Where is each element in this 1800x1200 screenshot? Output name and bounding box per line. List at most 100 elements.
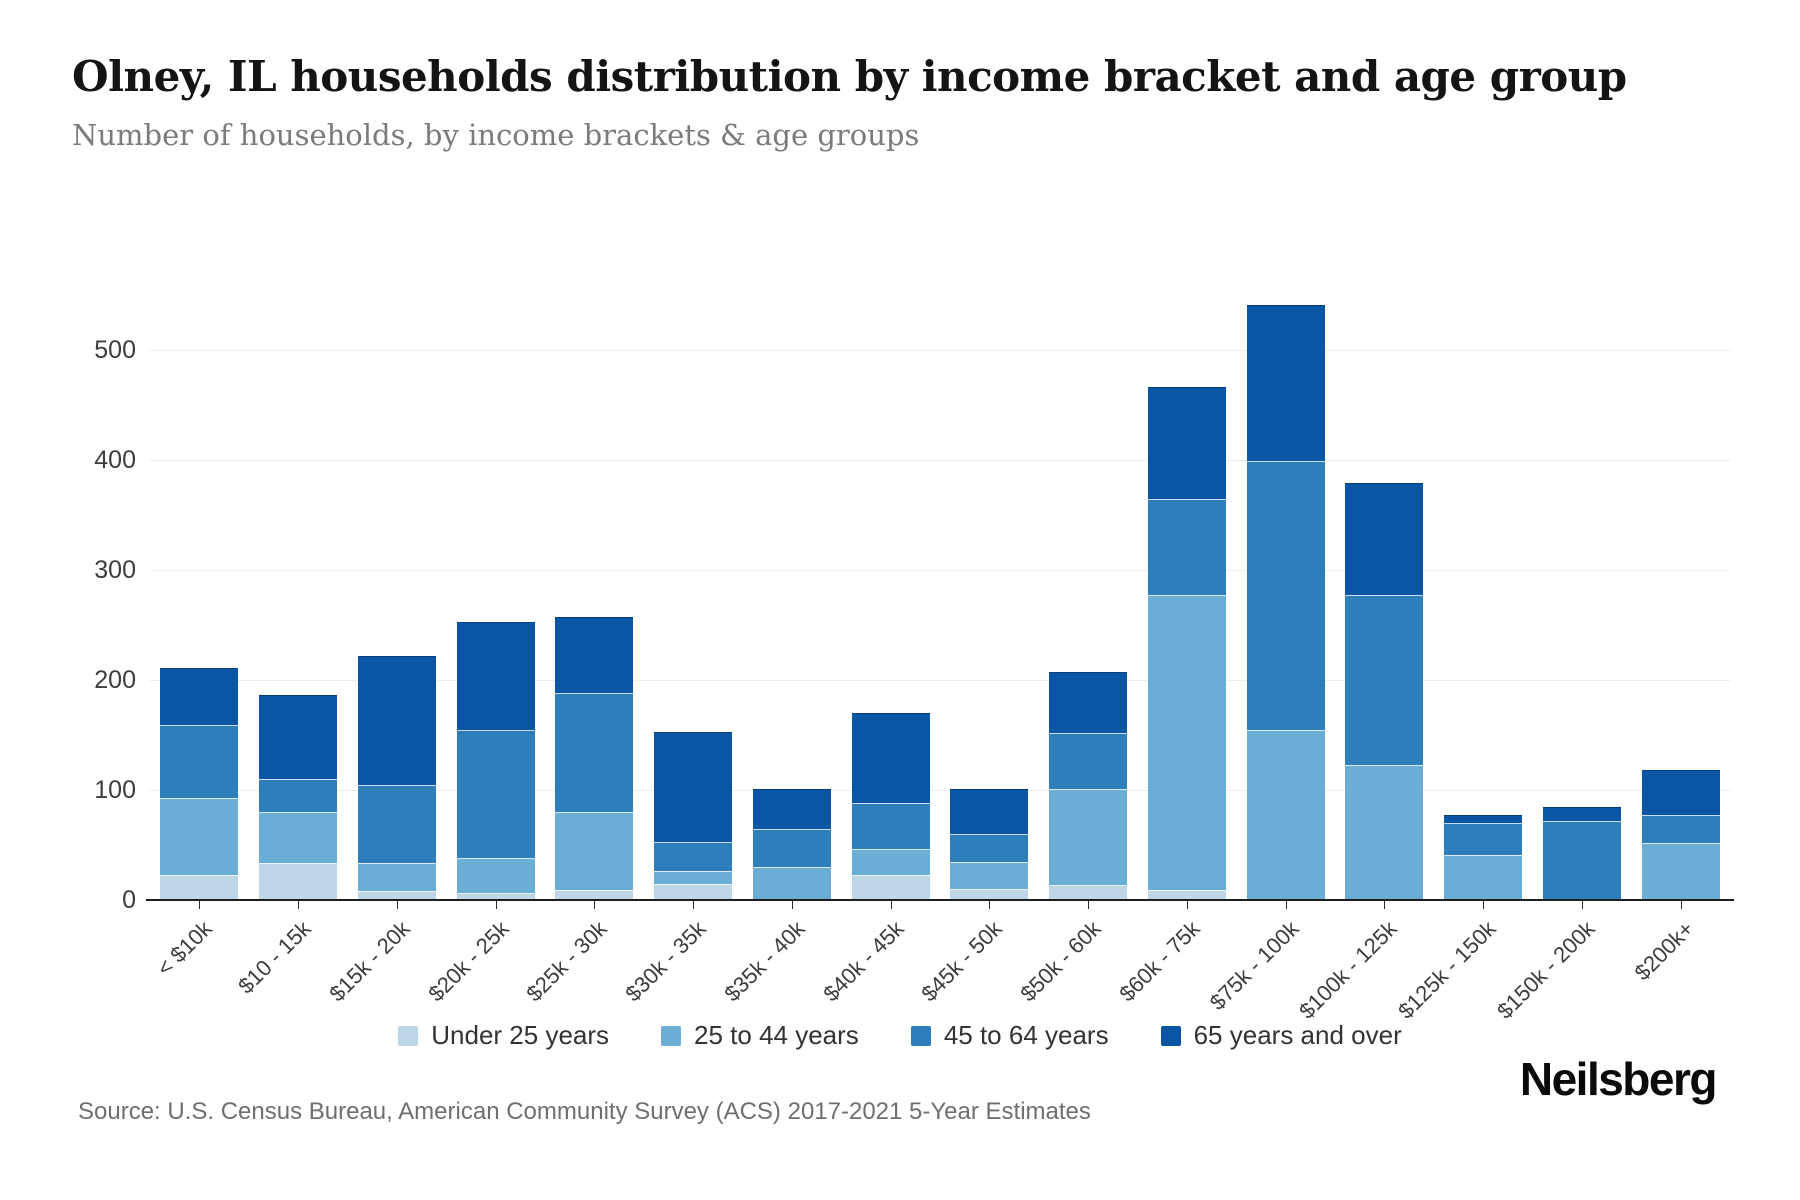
bar-segment[interactable]: [950, 788, 1029, 834]
bar-segment[interactable]: [1444, 815, 1523, 824]
bar-segment[interactable]: [1147, 498, 1226, 596]
x-axis-category-label: $100k - 125k: [1294, 916, 1403, 1024]
chart-title: Olney, IL households distribution by inc…: [72, 52, 1627, 101]
bar-segment[interactable]: [160, 667, 239, 726]
legend-item-under-25-years[interactable]: Under 25 years: [398, 1020, 609, 1051]
legend-item-25-to-44-years[interactable]: 25 to 44 years: [661, 1020, 859, 1051]
bar-segment[interactable]: [1542, 806, 1621, 821]
stacked-bar-11[interactable]: [1147, 387, 1226, 900]
y-axis-tick-label: 400: [94, 446, 136, 474]
bar-segment[interactable]: [1246, 304, 1325, 462]
stacked-bar-2[interactable]: [259, 695, 338, 900]
bar-segment[interactable]: [851, 803, 930, 850]
gridline-400: [150, 460, 1730, 461]
bar-segment[interactable]: [555, 617, 634, 694]
gridline-200: [150, 680, 1730, 681]
bar-segment[interactable]: [1444, 854, 1523, 900]
bar-segment[interactable]: [456, 621, 535, 730]
stacked-bar-8[interactable]: [851, 713, 930, 900]
bar-segment[interactable]: [1641, 770, 1720, 816]
bar-segment[interactable]: [752, 828, 831, 867]
bar-segment[interactable]: [1246, 729, 1325, 900]
x-axis-tick: [1680, 901, 1682, 909]
bar-slot-12: $75k - 100k: [1204, 250, 1335, 1015]
bar-segment[interactable]: [851, 713, 930, 804]
bar-segment[interactable]: [1147, 387, 1226, 499]
bar-segment[interactable]: [851, 874, 930, 900]
stacked-bar-9[interactable]: [950, 788, 1029, 900]
bar-segment[interactable]: [160, 797, 239, 875]
bar-segment[interactable]: [1345, 483, 1424, 596]
source-text: Source: U.S. Census Bureau, American Com…: [78, 1098, 1091, 1125]
plot-area: 0 100 200 300 400 500 < $10k $10 - 15k $15k - 2…: [94, 250, 1734, 1024]
y-axis-tick-label: 500: [94, 336, 136, 364]
stacked-bar-13[interactable]: [1345, 483, 1424, 900]
stacked-bar-4[interactable]: [456, 621, 535, 900]
x-axis-tick: [1483, 901, 1485, 909]
bar-segment[interactable]: [1246, 461, 1325, 730]
bar-segment[interactable]: [1049, 788, 1128, 885]
legend-swatch-icon: [661, 1025, 682, 1046]
bar-segment[interactable]: [555, 693, 634, 813]
bar-segment[interactable]: [1049, 672, 1128, 733]
stacked-bar-5[interactable]: [555, 617, 634, 900]
bar-segment[interactable]: [160, 725, 239, 798]
bar-segment[interactable]: [259, 862, 338, 900]
stacked-bar-10[interactable]: [1049, 672, 1128, 900]
x-axis-category-label: $40k - 45k: [817, 916, 909, 1007]
bar-segment[interactable]: [654, 731, 733, 842]
bar-segment[interactable]: [456, 729, 535, 859]
gridline-300: [150, 570, 1730, 571]
bar-segment[interactable]: [357, 784, 436, 863]
bar-slot-1: < $10k: [150, 250, 249, 981]
bar-segment[interactable]: [1049, 732, 1128, 789]
bar-segment[interactable]: [357, 862, 436, 892]
bar-segment[interactable]: [1147, 890, 1226, 900]
bar-segment[interactable]: [1641, 842, 1720, 900]
stacked-bar-15[interactable]: [1542, 806, 1621, 900]
bar-segment[interactable]: [752, 867, 831, 900]
bar-segment[interactable]: [259, 812, 338, 863]
bar-segment[interactable]: [160, 874, 239, 900]
x-axis-category-label: $15k - 20k: [324, 916, 415, 1007]
bar-segment[interactable]: [357, 891, 436, 900]
bar-segment[interactable]: [950, 861, 1029, 889]
bar-segment[interactable]: [654, 871, 733, 884]
bar-segment[interactable]: [456, 858, 535, 894]
stacked-bar-1[interactable]: [160, 667, 239, 900]
stacked-bar-6[interactable]: [654, 731, 733, 900]
legend-item-45-to-64-years[interactable]: 45 to 64 years: [910, 1020, 1109, 1051]
bar-segment[interactable]: [259, 779, 338, 813]
legend-swatch-icon: [910, 1025, 931, 1046]
legend-item-65-years-and-over[interactable]: 65 years and over: [1160, 1020, 1402, 1051]
stacked-bar-14[interactable]: [1444, 815, 1523, 900]
bar-segment[interactable]: [950, 889, 1029, 900]
bar-segment[interactable]: [1345, 595, 1424, 765]
bar-segment[interactable]: [1147, 595, 1226, 891]
stacked-bar-7[interactable]: [752, 788, 831, 900]
bar-segment[interactable]: [1641, 815, 1720, 843]
bar-segment[interactable]: [654, 883, 733, 900]
bar-segment[interactable]: [259, 695, 338, 780]
x-axis-tick: [1088, 901, 1090, 909]
bar-segment[interactable]: [851, 849, 930, 875]
bar-segment[interactable]: [456, 893, 535, 900]
legend-label: 45 to 64 years: [943, 1020, 1109, 1050]
bar-segment[interactable]: [357, 655, 436, 785]
bar-segment[interactable]: [1444, 823, 1523, 855]
bar-segment[interactable]: [1049, 884, 1128, 900]
bar-segment[interactable]: [752, 788, 831, 829]
bar-segment[interactable]: [950, 834, 1029, 862]
bar-segment[interactable]: [1345, 764, 1424, 900]
stacked-bar-3[interactable]: [357, 655, 436, 900]
x-axis-category-label: $50k - 60k: [1015, 916, 1106, 1007]
bar-segment[interactable]: [555, 890, 634, 900]
stacked-bar-16[interactable]: [1641, 770, 1720, 900]
bar-segment[interactable]: [555, 812, 634, 891]
stacked-bar-12[interactable]: [1246, 304, 1325, 900]
bar-slot-13: $100k - 125k: [1294, 250, 1434, 1024]
y-axis-tick-label: 100: [94, 776, 136, 804]
bar-segment[interactable]: [1542, 820, 1621, 900]
bar-segment[interactable]: [654, 841, 733, 872]
